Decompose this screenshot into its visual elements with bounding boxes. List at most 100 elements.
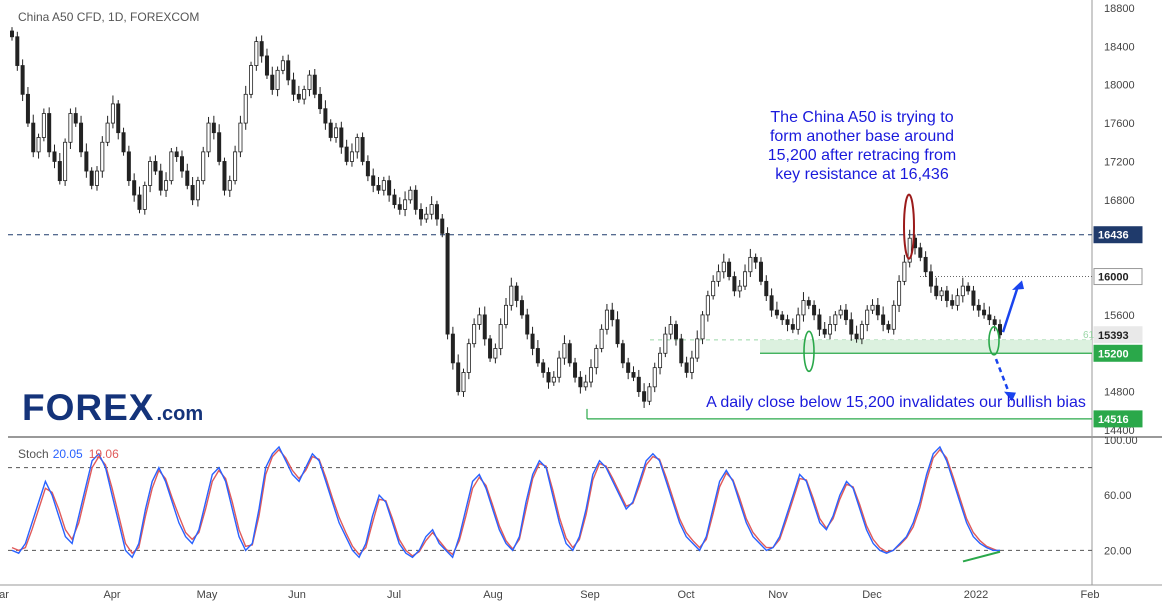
candle-body — [387, 180, 392, 196]
candle-body — [594, 348, 599, 369]
candle-body — [705, 295, 710, 316]
candle-body — [9, 30, 14, 38]
stoch-tick-label: 100.00 — [1104, 435, 1138, 447]
candle-body — [689, 357, 694, 373]
candle-body — [843, 309, 848, 321]
candle-body — [886, 324, 891, 330]
candle-body — [296, 93, 301, 100]
candle-body — [918, 247, 923, 258]
candle-body — [482, 314, 487, 340]
candle-body — [488, 338, 493, 359]
candle-body — [583, 381, 588, 388]
candle-body — [429, 204, 434, 215]
bearish-arrow-head — [1004, 391, 1016, 402]
candle-body — [796, 314, 801, 330]
stoch-tick-label: 20.00 — [1104, 545, 1132, 557]
price-label-14516: 14516 — [1098, 414, 1129, 426]
candle-body — [371, 175, 376, 186]
candle-body — [636, 376, 641, 393]
candle-body — [116, 103, 121, 134]
bullish-arrow — [1001, 285, 1020, 333]
candle-body — [472, 324, 477, 345]
candle-body — [642, 391, 647, 402]
candle-body — [562, 343, 567, 359]
candle-body — [217, 132, 222, 162]
candle-body — [142, 185, 147, 210]
candle-body — [828, 324, 833, 335]
bullish-arrow-head — [1012, 280, 1024, 290]
candle-body — [419, 209, 424, 220]
candle-body — [859, 324, 864, 340]
time-tick-label: Apr — [103, 589, 120, 601]
candle-body — [604, 309, 609, 330]
candle-body — [63, 141, 68, 182]
candle-body — [982, 309, 987, 316]
time-tick-label: Nov — [768, 589, 788, 601]
price-label-box — [1093, 268, 1143, 286]
candle-body — [94, 170, 99, 186]
candle-body — [52, 151, 57, 162]
time-tick-label: ar — [0, 589, 9, 601]
price-tick-label: 15600 — [1104, 310, 1135, 322]
candle-body — [801, 300, 806, 316]
price-label-box — [1093, 226, 1143, 244]
candle-body — [615, 319, 620, 345]
candle-body — [944, 290, 949, 301]
candle-body — [976, 304, 981, 311]
green-highlight-ellipse-jan — [988, 326, 1000, 356]
candle-body — [318, 93, 323, 110]
candle-body — [158, 170, 163, 191]
price-tick-label: 17600 — [1104, 118, 1135, 130]
candle-body — [466, 343, 471, 373]
price-label-16000: 16000 — [1098, 272, 1129, 284]
candle-body — [126, 151, 131, 182]
price-tick-label: 14400 — [1104, 425, 1135, 437]
candle-body — [902, 261, 907, 282]
stoch-name: Stoch — [18, 447, 49, 461]
candle-body — [164, 180, 169, 191]
candle-body — [334, 127, 339, 138]
candle-body — [849, 319, 854, 335]
candle-body — [727, 261, 732, 277]
candle-body — [939, 290, 944, 297]
time-tick-label: May — [197, 589, 218, 601]
candle-body — [174, 151, 179, 158]
time-tick-label: Oct — [677, 589, 694, 601]
candle-body — [238, 122, 243, 153]
candle-body — [201, 151, 206, 182]
price-tick-label: 17200 — [1104, 156, 1135, 168]
candle-body — [875, 304, 880, 316]
candle-body — [179, 156, 184, 172]
candle-body — [270, 74, 275, 90]
candle-body — [477, 314, 482, 325]
candle-body — [934, 285, 939, 297]
candle-body — [434, 204, 439, 220]
candle-body — [806, 300, 811, 306]
candle-body — [971, 290, 976, 306]
candle-body — [243, 93, 248, 124]
price-tick-label: 18800 — [1104, 3, 1135, 15]
candle-body — [998, 324, 1003, 336]
candle-body — [307, 74, 312, 90]
candle-body — [349, 151, 354, 162]
candle-body — [195, 180, 200, 201]
candle-body — [870, 304, 875, 311]
candle-body — [47, 113, 52, 153]
candle-body — [599, 328, 604, 349]
candle-body — [711, 280, 716, 297]
price-label-box — [1093, 344, 1143, 362]
candle-body — [222, 161, 227, 191]
stoch-divergence-line — [962, 550, 1001, 563]
stoch-d-value: 19.06 — [88, 447, 119, 461]
candle-body — [785, 319, 790, 325]
price-label-16436: 16436 — [1098, 230, 1129, 242]
candle-body — [100, 141, 105, 172]
candle-body — [413, 189, 418, 210]
candle-body — [286, 60, 291, 81]
candle-body — [381, 180, 386, 191]
fib-label: 61 — [1083, 330, 1095, 341]
candle-body — [57, 161, 62, 182]
candle-body — [833, 314, 838, 325]
candle-body — [769, 295, 774, 311]
